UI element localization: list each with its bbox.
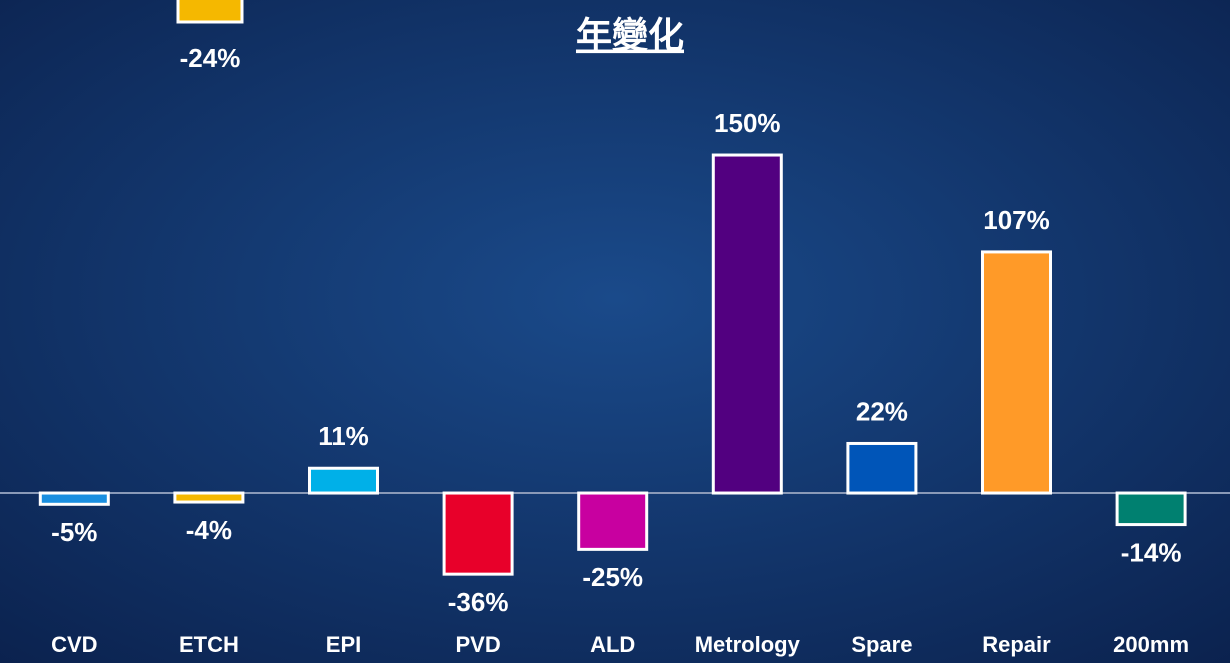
bar — [711, 153, 783, 495]
data-label: -25% — [582, 562, 643, 592]
data-label: 107% — [983, 205, 1050, 235]
x-tick-label: 200mm — [1113, 632, 1189, 657]
bar — [38, 491, 110, 506]
annotation: -24% — [180, 43, 241, 73]
data-label: -4% — [186, 515, 232, 545]
x-tick-label: EPI — [326, 632, 361, 657]
data-label: 22% — [856, 396, 908, 426]
bar — [442, 491, 514, 576]
bar — [577, 491, 649, 551]
x-tick-label: Spare — [851, 632, 912, 657]
partial-bar — [176, 0, 244, 24]
x-tick-label: Repair — [982, 632, 1051, 657]
bar — [1115, 491, 1187, 527]
x-tick-label: ETCH — [179, 632, 239, 657]
data-label: -14% — [1121, 537, 1182, 567]
chart-title: 年變化 — [576, 15, 684, 56]
x-tick-label: PVD — [455, 632, 500, 657]
x-tick-label: CVD — [51, 632, 97, 657]
data-label: 11% — [318, 421, 369, 451]
bar — [846, 441, 918, 495]
bar — [308, 466, 379, 495]
data-label: 150% — [714, 108, 781, 138]
bar — [981, 250, 1052, 495]
data-label: -5% — [51, 517, 97, 547]
data-label: -36% — [448, 587, 509, 617]
x-tick-label: Metrology — [695, 632, 801, 657]
x-tick-label: ALD — [590, 632, 635, 657]
bar — [173, 491, 245, 504]
